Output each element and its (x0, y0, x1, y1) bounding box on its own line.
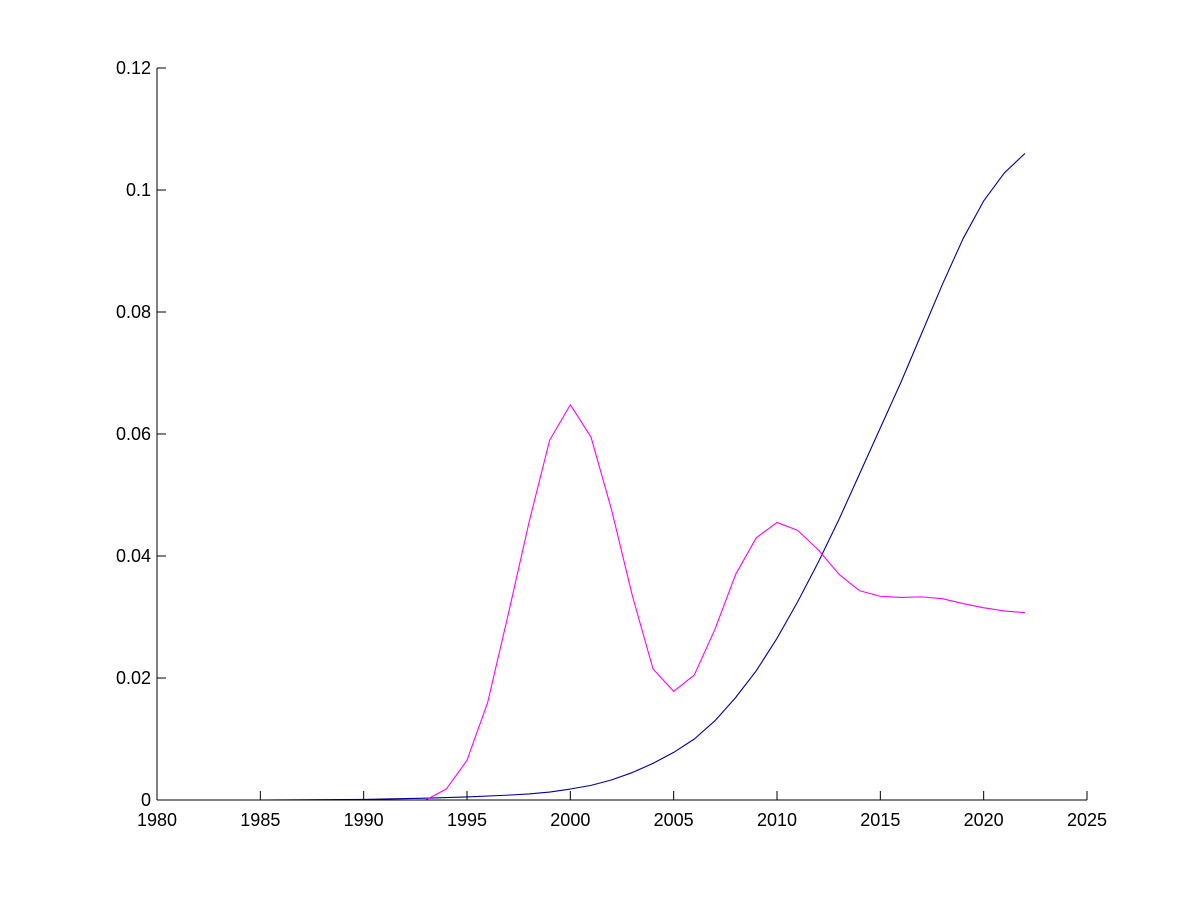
y-tick-label: 0.1 (126, 180, 151, 200)
y-tick-label: 0.04 (116, 546, 151, 566)
series-line-1 (157, 153, 1026, 801)
y-tick-label: 0.12 (116, 58, 151, 78)
x-tick-label: 2025 (1067, 810, 1107, 830)
x-axis-ticks: 1980 1985 1990 1995 2000 2005 2010 2015 2020 2025 (137, 791, 1107, 830)
x-tick-label: 1985 (240, 810, 280, 830)
x-tick-label: 1995 (447, 810, 487, 830)
x-tick-label: 1990 (344, 810, 384, 830)
x-tick-label: 2000 (550, 810, 590, 830)
y-tick-label: 0.08 (116, 302, 151, 322)
y-tick-label: 0.02 (116, 668, 151, 688)
series-line-2 (157, 404, 1026, 801)
series-layer (157, 153, 1026, 801)
axes (156, 68, 1087, 801)
x-tick-label: 2015 (860, 810, 900, 830)
y-tick-label: 0.06 (116, 424, 151, 444)
x-tick-label: 1980 (137, 810, 177, 830)
x-tick-label: 2020 (964, 810, 1004, 830)
y-tick-label: 0 (141, 790, 151, 810)
x-tick-label: 2005 (654, 810, 694, 830)
y-axis-ticks: 0 0.02 0.04 0.06 0.08 0.1 0.12 (116, 58, 166, 810)
x-tick-label: 2010 (757, 810, 797, 830)
